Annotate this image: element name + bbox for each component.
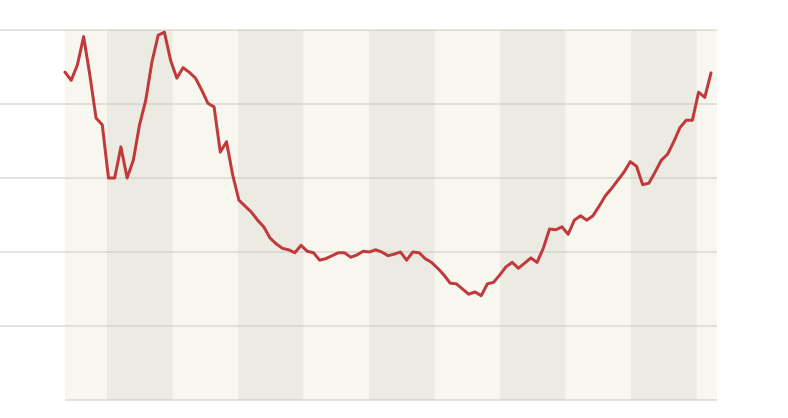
background-bands <box>65 30 717 400</box>
band <box>434 30 500 400</box>
data-line <box>63 30 713 298</box>
band <box>696 30 717 400</box>
band <box>565 30 631 400</box>
band <box>65 30 107 400</box>
band <box>631 30 697 400</box>
band <box>107 30 173 400</box>
band <box>172 30 238 400</box>
plot <box>63 30 713 298</box>
grid <box>0 29 717 401</box>
band <box>238 30 304 400</box>
band <box>500 30 566 400</box>
band <box>303 30 369 400</box>
band <box>369 30 435 400</box>
